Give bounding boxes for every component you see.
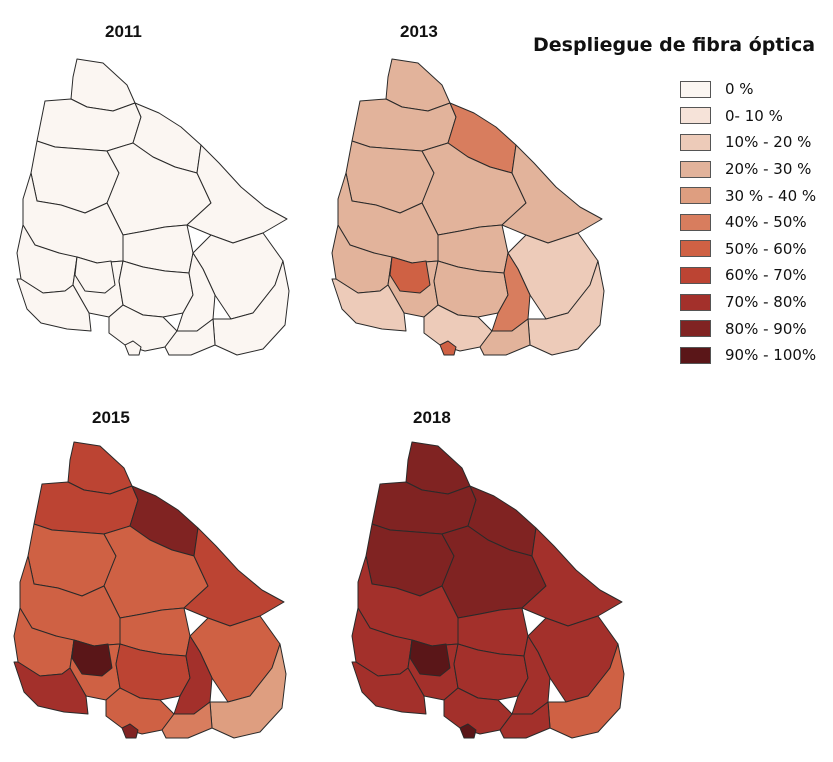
legend-label: 40% - 50% (725, 213, 807, 232)
legend-item: 10% - 20 % (680, 129, 816, 156)
department-region (124, 340, 142, 356)
department-region (161, 701, 213, 739)
department-region (459, 723, 477, 739)
legend-label: 80% - 90% (725, 319, 807, 338)
department-region (405, 441, 471, 495)
map-title-2: 2013 (400, 22, 438, 41)
legend-swatch (680, 107, 711, 125)
legend-item: 90% - 100% (680, 342, 816, 369)
department-region (67, 441, 133, 495)
legend-swatch (680, 266, 711, 284)
legend-item: 0 % (680, 76, 816, 103)
department-region (385, 58, 451, 112)
legend-item: 80% - 90% (680, 315, 816, 342)
legend-label: 20% - 30 % (725, 160, 812, 179)
legend-item: 60% - 70% (680, 262, 816, 289)
department-region (108, 304, 178, 352)
legend-label: 70% - 80% (725, 293, 807, 312)
department-region (105, 687, 175, 735)
legend-swatch (680, 160, 711, 178)
map-title-3: 2015 (92, 408, 130, 427)
uruguay-map-4 (351, 441, 625, 739)
legend-title: Despliegue de fibra óptica (533, 34, 816, 56)
department-region (499, 701, 551, 739)
legend-swatch (680, 346, 711, 364)
department-region (74, 256, 116, 294)
legend-item: 0- 10 % (680, 103, 816, 130)
department-region (479, 318, 531, 356)
department-region (71, 639, 113, 677)
uruguay-map-2 (331, 58, 605, 356)
department-region (164, 318, 216, 356)
department-region (13, 661, 89, 715)
legend-swatch (680, 187, 711, 205)
legend-label: 60% - 70% (725, 266, 807, 285)
legend-label: 90% - 100% (725, 346, 817, 365)
department-region (121, 723, 139, 739)
legend-label: 10% - 20 % (725, 133, 812, 152)
department-region (389, 256, 431, 294)
legend-swatch (680, 133, 711, 151)
department-region (183, 527, 285, 627)
department-region (423, 304, 493, 352)
department-region (409, 639, 451, 677)
department-region (439, 340, 457, 356)
department-region (186, 144, 288, 244)
legend-item: 40% - 50% (680, 209, 816, 236)
legend-label: 50% - 60% (725, 239, 807, 258)
legend-label: 0 % (725, 80, 754, 99)
department-region (331, 278, 407, 332)
department-region (501, 144, 603, 244)
department-region (521, 527, 623, 627)
department-region (16, 278, 92, 332)
legend-label: 0- 10 % (725, 106, 783, 125)
legend-swatch (680, 320, 711, 338)
uruguay-map-1 (16, 58, 290, 356)
department-region (351, 661, 427, 715)
uruguay-map-3 (13, 441, 287, 739)
legend-item: 30 % - 40 % (680, 182, 816, 209)
map-title-1: 2011 (105, 22, 142, 41)
legend-item: 70% - 80% (680, 289, 816, 316)
legend-item: 20% - 30 % (680, 156, 816, 183)
department-region (70, 58, 136, 112)
legend-swatch (680, 80, 711, 98)
legend-swatch (680, 240, 711, 258)
department-region (443, 687, 513, 735)
legend-swatch (680, 293, 711, 311)
map-title-4: 2018 (413, 408, 451, 427)
legend-swatch (680, 213, 711, 231)
legend: 0 % 0- 10 % 10% - 20 % 20% - 30 % 30 % - 40 … (680, 76, 816, 369)
legend-label: 30 % - 40 % (725, 186, 817, 205)
legend-item: 50% - 60% (680, 236, 816, 263)
